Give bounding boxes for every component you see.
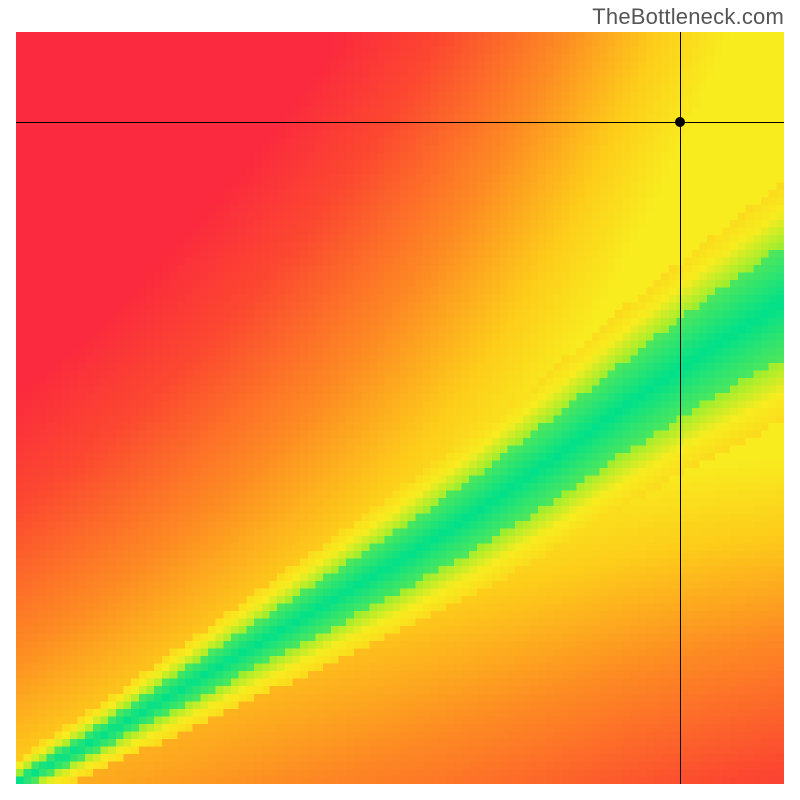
watermark-text: TheBottleneck.com: [592, 4, 784, 30]
bottleneck-heatmap: [16, 32, 784, 784]
crosshair-marker-dot: [675, 117, 685, 127]
crosshair-horizontal-line: [16, 122, 784, 123]
crosshair-vertical-line: [680, 32, 681, 784]
chart-container: TheBottleneck.com: [0, 0, 800, 800]
